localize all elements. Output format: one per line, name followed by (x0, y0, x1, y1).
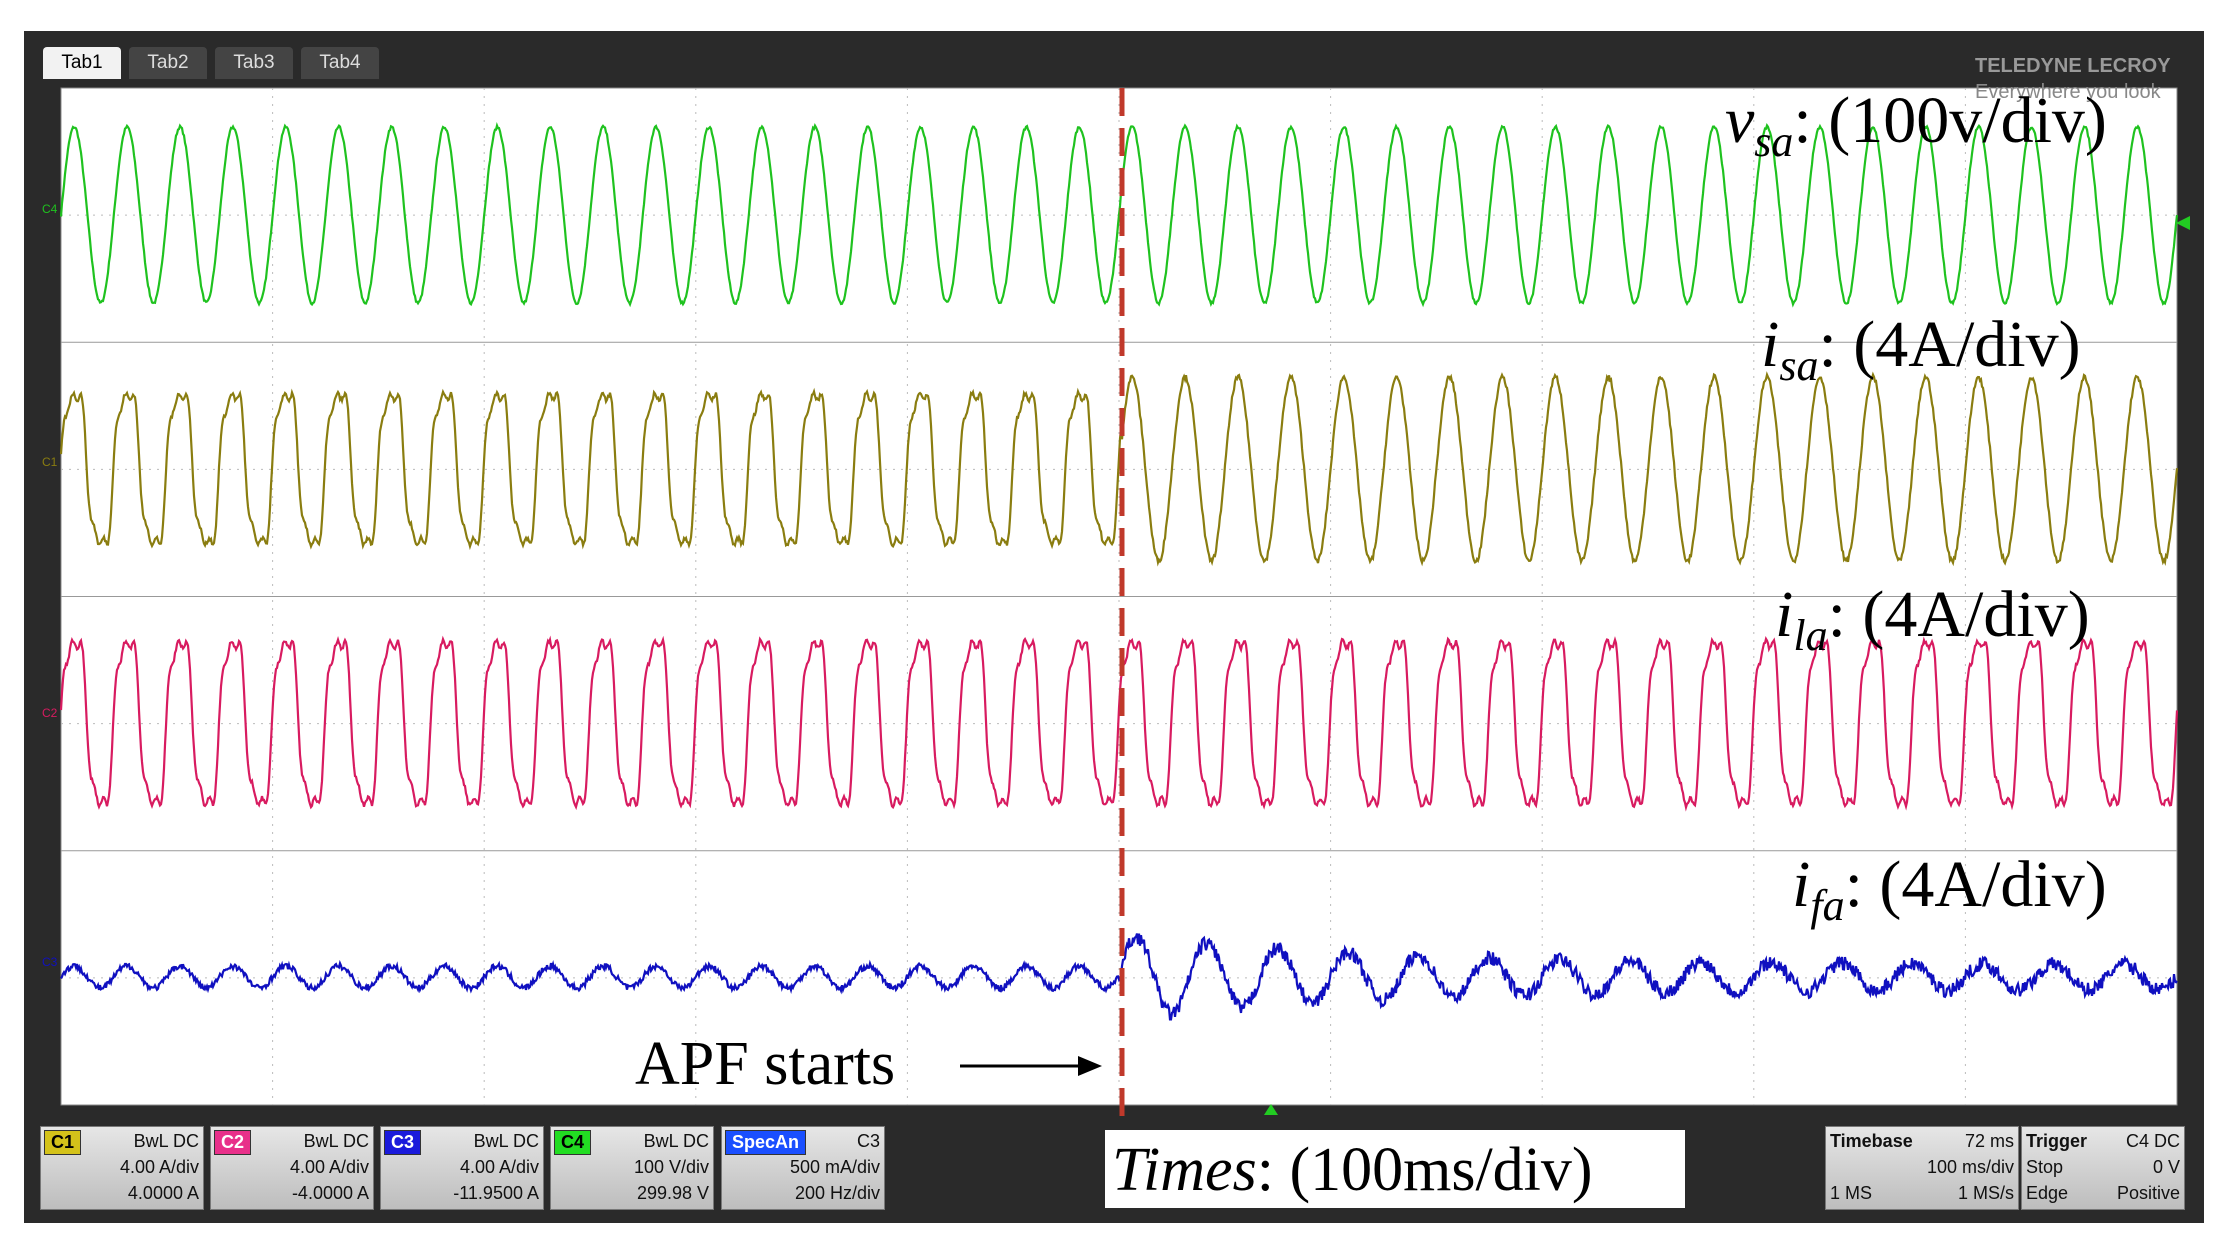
channel-setting: BwL DC (643, 1131, 709, 1151)
brand-name: TELEDYNE LECROY (1975, 55, 2171, 77)
label-subscript: sa (1779, 341, 1818, 390)
trace-label: ila: (4A/div) (1775, 578, 2090, 660)
channel-chip: C3 (384, 1130, 422, 1155)
channel-offset: 4.0000 A (127, 1183, 199, 1203)
channel-setting: BwL DC (133, 1131, 199, 1151)
timebase-samples: 1 MS (1830, 1183, 1873, 1203)
brand-slogan: Everywhere you look (1975, 81, 2162, 103)
tab[interactable]: Tab2 (129, 47, 207, 79)
trace-labels: vsa: (100v/div)isa: (4A/div)ila: (4A/div… (1725, 84, 2107, 930)
trace-label: isa: (4A/div) (1761, 308, 2081, 390)
timebase-scale: 100 ms/div (1926, 1157, 2014, 1177)
waveform (59, 635, 2179, 812)
channel-scale: 100 V/div (633, 1157, 709, 1177)
channel-setting: BwL DC (303, 1131, 369, 1151)
math-center: 200 Hz/div (794, 1183, 880, 1203)
trace-marker: C3 (42, 955, 58, 969)
timebase-delay: 72 ms (1964, 1131, 2014, 1151)
trigger-title: Trigger (2026, 1131, 2088, 1151)
trigger-marker (1264, 1104, 1278, 1115)
waveform (59, 371, 2179, 567)
math-source: C3 (856, 1131, 880, 1151)
level-marker (2176, 216, 2190, 230)
channel-scale: 4.00 A/div (119, 1157, 199, 1177)
channel-offset: -4.0000 A (291, 1183, 369, 1203)
timebase-rate: 1 MS/s (1957, 1183, 2014, 1203)
math-chip: SpecAn (725, 1130, 807, 1155)
channel-scale: 4.00 A/div (289, 1157, 369, 1177)
trigger-mode: Stop (2026, 1157, 2064, 1177)
trigger-slope: Positive (2116, 1183, 2180, 1203)
trigger-source: C4 DC (2125, 1131, 2180, 1151)
info-box: Trigger C4 DC Stop 0 V Edge Positive (2021, 1126, 2185, 1210)
label-symbol: i (1792, 848, 1810, 921)
trace-label: vsa: (100v/div) (1725, 84, 2107, 166)
label-subscript: fa (1810, 881, 1844, 930)
channel-offset: -11.9500 A (453, 1183, 539, 1203)
label-text: : (4A/div) (1818, 308, 2080, 381)
info-box: SpecAn C3 500 mA/div 200 Hz/div (721, 1126, 885, 1210)
channel-chip: C1 (44, 1130, 82, 1155)
info-box: C4 BwL DC 100 V/div 299.98 V (550, 1126, 714, 1210)
trigger-type: Edge (2026, 1183, 2069, 1203)
channel-chip: C2 (214, 1130, 252, 1155)
tab[interactable]: Tab4 (301, 47, 379, 79)
label-symbol: v (1725, 84, 1755, 157)
channel-chip: C4 (554, 1130, 592, 1155)
channel-offset: 299.98 V (636, 1183, 709, 1203)
arrow-head (1078, 1056, 1102, 1076)
waveform (59, 122, 2179, 308)
math-scale: 500 mA/div (789, 1157, 880, 1177)
label-symbol: i (1761, 308, 1779, 381)
trace-marker: C1 (42, 455, 58, 469)
label-subscript: sa (1754, 117, 1793, 166)
label-text: : (4A/div) (1845, 848, 2107, 921)
info-box: C2 BwL DC 4.00 A/div -4.0000 A (210, 1126, 374, 1210)
trace-label: ifa: (4A/div) (1792, 848, 2107, 930)
trigger-level: 0 V (2152, 1157, 2180, 1177)
tab[interactable]: Tab3 (215, 47, 293, 79)
channel-scale: 4.00 A/div (459, 1157, 539, 1177)
trace-marker: C2 (42, 706, 58, 720)
channel-setting: BwL DC (473, 1131, 539, 1151)
info-box: C3 BwL DC 4.00 A/div -11.9500 A (380, 1126, 544, 1210)
trace-marker: C4 (42, 202, 58, 216)
label-subscript: la (1793, 611, 1827, 660)
tab[interactable]: Tab1 (43, 47, 121, 79)
annotation: APF starts (635, 1030, 895, 1098)
info-box: Timebase 72 ms 100 ms/div 1 MS 1 MS/s (1825, 1126, 2019, 1210)
label-symbol: i (1775, 578, 1793, 651)
info-box: C1 BwL DC 4.00 A/div 4.0000 A (40, 1126, 204, 1210)
waveforms (59, 122, 2179, 1021)
label-text: : (4A/div) (1828, 578, 2090, 651)
waveform (60, 933, 2178, 1021)
timebase-title: Timebase (1830, 1131, 1913, 1151)
label-text: : (100v/div) (1793, 84, 2106, 157)
